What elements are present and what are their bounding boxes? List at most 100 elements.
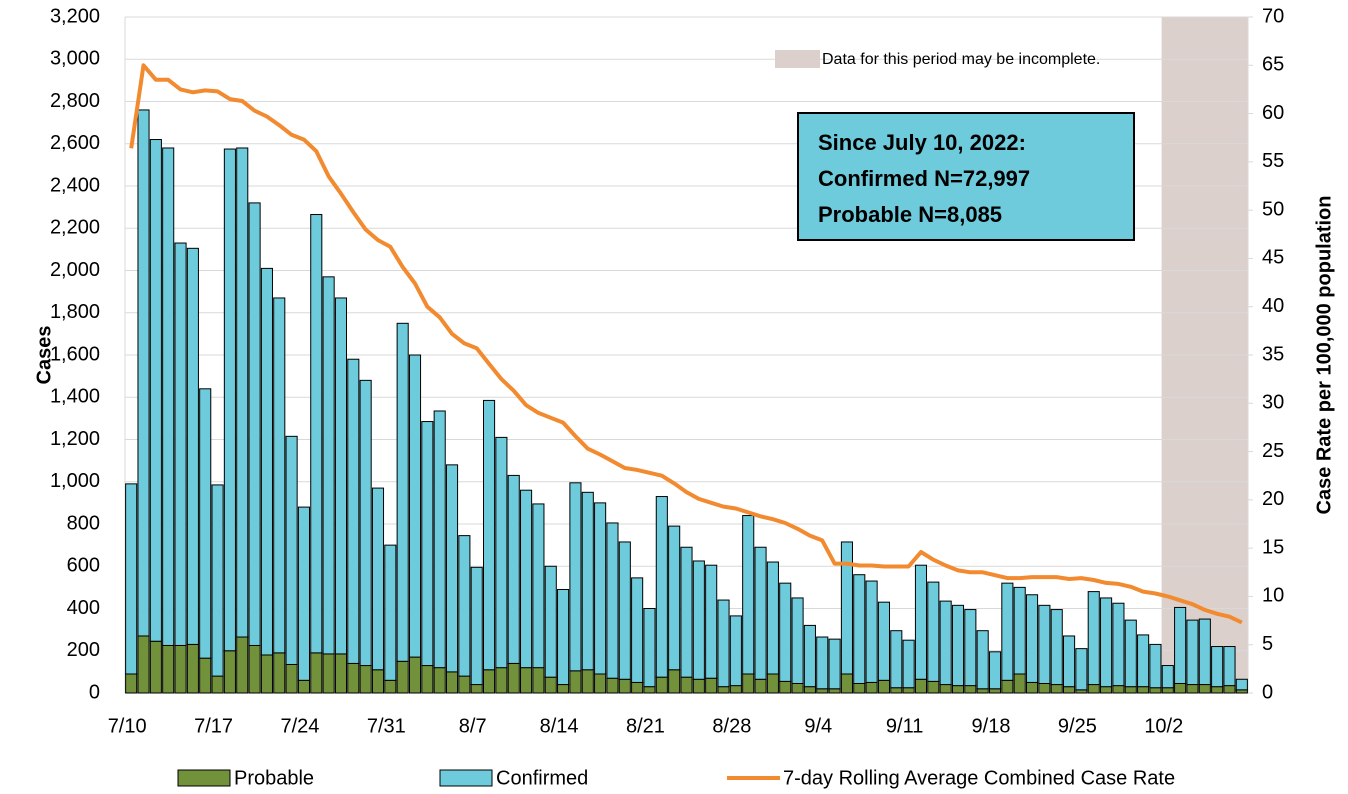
bar <box>816 636 829 690</box>
x-tick-label: 9/18 <box>972 715 1011 737</box>
bar <box>779 680 792 694</box>
bar <box>692 560 705 680</box>
bar <box>914 564 928 680</box>
bar <box>495 667 508 694</box>
bar <box>717 686 730 694</box>
bar <box>211 675 224 694</box>
bar <box>594 673 607 694</box>
bar <box>162 147 175 646</box>
y2-tick-label: 60 <box>1262 102 1284 124</box>
bar <box>853 574 866 684</box>
bar <box>828 638 841 690</box>
y2-tick-label: 10 <box>1262 585 1284 607</box>
bar <box>1174 606 1187 684</box>
bar <box>482 669 496 694</box>
annotation-text: Confirmed N=72,997 <box>818 166 1030 191</box>
bar <box>470 684 483 694</box>
bar <box>729 615 742 687</box>
y-axis-title: Cases <box>33 326 55 385</box>
bar <box>1149 687 1162 694</box>
bar <box>631 577 644 683</box>
bar <box>297 506 310 681</box>
bar <box>1137 686 1150 694</box>
y2-tick-label: 55 <box>1262 150 1284 172</box>
legend-label: Probable <box>234 767 314 789</box>
bar <box>865 580 878 683</box>
bar <box>532 503 545 669</box>
bar <box>939 600 952 686</box>
y2-tick-label: 15 <box>1262 536 1284 558</box>
bar <box>433 667 446 694</box>
bar <box>1211 686 1224 694</box>
y-tick-label: 1,600 <box>50 343 100 365</box>
bar <box>384 544 397 681</box>
bar <box>890 687 903 694</box>
y2-tick-label: 65 <box>1262 54 1284 76</box>
bar <box>791 597 804 684</box>
bar <box>396 322 409 662</box>
rate-line <box>129 63 1243 625</box>
y-tick-label: 3,000 <box>50 48 100 70</box>
bar <box>902 687 915 694</box>
bar <box>754 678 767 694</box>
bar <box>359 665 372 694</box>
bar <box>310 214 323 654</box>
note-label: Data for this period may be incomplete. <box>822 51 1100 68</box>
bar <box>1001 582 1014 681</box>
bar <box>1198 618 1211 686</box>
bar <box>149 640 162 694</box>
bar <box>557 684 570 694</box>
bar <box>1050 684 1063 694</box>
y-tick-label: 2,000 <box>50 259 100 281</box>
annotation-text: Since July 10, 2022: <box>818 130 1026 155</box>
bar <box>1124 619 1137 688</box>
bar <box>162 644 175 694</box>
bar <box>569 482 582 672</box>
bar <box>1013 673 1026 694</box>
bar <box>631 681 644 694</box>
bar <box>260 654 273 694</box>
annotation-box <box>797 112 1135 241</box>
y2-tick-label: 50 <box>1262 198 1284 220</box>
bar <box>223 148 236 652</box>
bar <box>236 147 249 638</box>
bar <box>705 677 718 694</box>
bar <box>840 541 853 675</box>
note-swatch <box>775 50 820 68</box>
x-tick-label: 8/28 <box>712 715 751 737</box>
bar <box>828 688 841 694</box>
bar <box>643 686 656 694</box>
bar <box>1186 684 1199 694</box>
y-tick-label: 1,400 <box>50 386 100 408</box>
bar <box>260 267 273 656</box>
bar <box>285 663 298 694</box>
bar <box>371 487 385 671</box>
bar <box>680 546 693 678</box>
bar <box>458 535 471 677</box>
bar <box>1112 685 1125 694</box>
bar <box>779 582 792 682</box>
bar <box>421 665 434 694</box>
bar <box>766 561 779 675</box>
bar <box>211 484 224 677</box>
bar <box>964 609 977 687</box>
bar <box>520 667 533 694</box>
bar <box>976 688 989 694</box>
bar <box>334 297 348 655</box>
bar <box>1087 684 1100 694</box>
y2-tick-label: 20 <box>1262 488 1284 510</box>
bar <box>569 670 582 694</box>
bar <box>890 630 903 689</box>
bar <box>877 679 891 694</box>
bar <box>581 669 594 694</box>
y-tick-label: 400 <box>67 597 100 619</box>
bar <box>618 678 631 694</box>
x-tick-label: 8/14 <box>540 715 579 737</box>
bar <box>988 688 1002 694</box>
bar <box>1087 591 1100 686</box>
bar <box>668 669 681 694</box>
bar <box>186 247 199 645</box>
y-tick-label: 200 <box>67 639 100 661</box>
bar <box>1161 687 1174 694</box>
